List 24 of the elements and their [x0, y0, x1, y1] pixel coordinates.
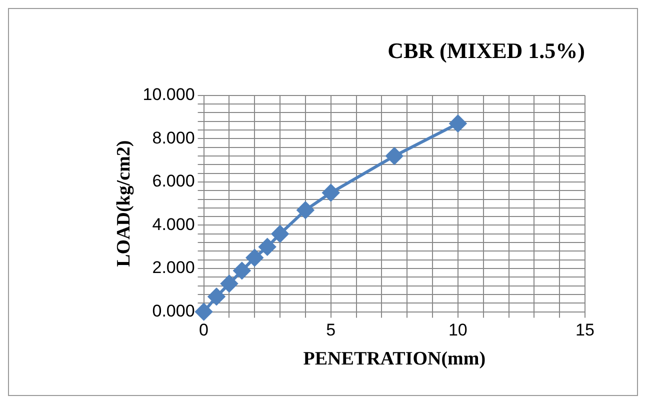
y-tick-label: 4.000 — [152, 214, 195, 234]
point — [195, 303, 212, 320]
x-tick-label: 5 — [326, 320, 336, 340]
y-tick-label: 2.000 — [152, 258, 195, 278]
y-tick-label: 0.000 — [152, 301, 195, 320]
x-tick-label: 15 — [576, 320, 594, 340]
point — [220, 275, 238, 292]
x-tick-label: 10 — [448, 320, 468, 340]
x-axis-title: PENETRATION(mm) — [303, 348, 486, 370]
point — [258, 238, 276, 256]
point — [296, 202, 314, 219]
point — [386, 147, 403, 164]
y-tick-label: 6.000 — [152, 172, 195, 191]
point — [233, 262, 250, 280]
point — [449, 115, 466, 132]
y-axis-title: LOAD(kg/cm2) — [113, 140, 134, 267]
point — [272, 225, 289, 242]
y-tick-label: 10.000 — [142, 85, 195, 104]
x-tick-label: 0 — [199, 320, 209, 340]
point — [246, 249, 264, 266]
point — [322, 184, 340, 202]
chart-title: CBR (MIXED 1.5%) — [388, 38, 585, 63]
point — [208, 288, 226, 306]
y-tick-label: 8.000 — [152, 128, 195, 148]
